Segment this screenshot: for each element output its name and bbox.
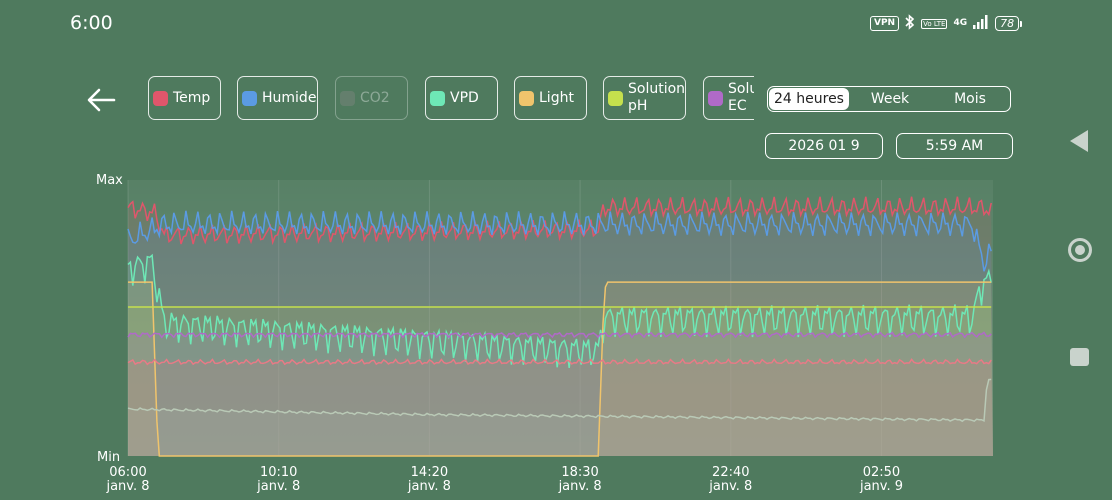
- x-tick-date-label: janv. 9: [859, 479, 903, 494]
- legend-chip-co2[interactable]: CO2: [335, 76, 408, 120]
- series-line-low-series: [127, 378, 992, 423]
- status-time: 6:00: [70, 12, 113, 34]
- network-type-icon: 4G: [953, 18, 968, 28]
- series-line-temp: [127, 195, 992, 246]
- legend-chip-label: VPD: [450, 89, 479, 106]
- legend-chip-label: Temp: [173, 89, 211, 106]
- arrow-left-icon: [87, 88, 116, 112]
- x-tick-time-label: 10:10: [260, 465, 297, 480]
- series-line-solution-ec: [127, 331, 992, 339]
- x-tick-date-label: janv. 8: [256, 479, 300, 494]
- series-line-vpd: [127, 253, 992, 368]
- legend-chip-label: Light: [539, 89, 574, 106]
- series-line-light: [128, 281, 992, 457]
- back-button[interactable]: [84, 84, 120, 116]
- status-icons: VPN Vo LTE 4G 78: [870, 14, 1023, 33]
- legend-swatch: [708, 90, 723, 106]
- legend-chip-solu-ec[interactable]: Solu EC: [703, 76, 754, 120]
- x-tick-date-label: janv. 8: [708, 479, 752, 494]
- legend-swatch: [519, 90, 534, 106]
- x-tick-date-label: janv. 8: [558, 479, 602, 494]
- bluetooth-icon: [905, 14, 915, 33]
- legend-chip-label: Solution pH: [628, 81, 686, 114]
- legend-chip-label: Solu EC: [728, 81, 754, 114]
- nav-back-icon[interactable]: [1070, 130, 1088, 152]
- x-tick-time-label: 22:40: [712, 465, 749, 480]
- vpn-icon: VPN: [870, 16, 900, 31]
- legend-chip-light[interactable]: Light: [514, 76, 587, 120]
- series-area-low-series: [128, 379, 993, 456]
- nav-recents-icon[interactable]: [1070, 348, 1089, 366]
- nav-home-icon[interactable]: [1068, 238, 1092, 262]
- system-nav-bar: [1060, 120, 1100, 380]
- series-area-temp: [128, 196, 993, 456]
- series-line-humide: [127, 210, 992, 272]
- legend-chip-humide[interactable]: Humide: [237, 76, 318, 120]
- y-axis-max-label: Max: [96, 173, 123, 188]
- legend-swatch: [608, 90, 623, 106]
- x-tick-date-label: janv. 8: [105, 479, 149, 494]
- legend-chip-temp[interactable]: Temp: [148, 76, 221, 120]
- legend-chip-label: Humide: [262, 89, 317, 106]
- legend-swatch: [340, 90, 355, 106]
- period-selector: 24 heures Week Mois: [767, 86, 1011, 112]
- series-area-temp-baseline: [128, 359, 993, 456]
- legend-swatch: [153, 90, 168, 106]
- legend-filter-bar: Temp Humide CO2 VPD Light Solution pH Solu EC: [148, 76, 754, 124]
- battery-icon: 78: [995, 16, 1023, 31]
- chart-lines: [127, 195, 992, 457]
- x-tick-time-label: 02:50: [863, 465, 900, 480]
- legend-swatch: [430, 90, 445, 106]
- signal-icon: [973, 15, 989, 32]
- y-axis-min-label: Min: [97, 450, 120, 465]
- period-option-24-heures[interactable]: 24 heures: [769, 88, 849, 110]
- volte-icon: Vo LTE: [921, 18, 948, 29]
- period-option-mois[interactable]: Mois: [954, 91, 986, 107]
- x-tick-time-label: 18:30: [561, 465, 598, 480]
- legend-chip-label: CO2: [360, 89, 390, 106]
- legend-chip-solution-ph[interactable]: Solution pH: [603, 76, 686, 120]
- date-picker-button[interactable]: 2026 01 9: [765, 133, 883, 159]
- legend-swatch: [242, 90, 257, 106]
- period-option-week[interactable]: Week: [870, 91, 910, 107]
- x-tick-time-label: 14:20: [411, 465, 448, 480]
- series-line-temp-baseline: [127, 358, 992, 366]
- time-picker-button[interactable]: 5:59 AM: [896, 133, 1013, 159]
- series-area-vpd: [128, 255, 993, 456]
- legend-chip-vpd[interactable]: VPD: [425, 76, 498, 120]
- x-tick-date-label: janv. 8: [407, 479, 451, 494]
- x-tick-time-label: 06:00: [109, 465, 146, 480]
